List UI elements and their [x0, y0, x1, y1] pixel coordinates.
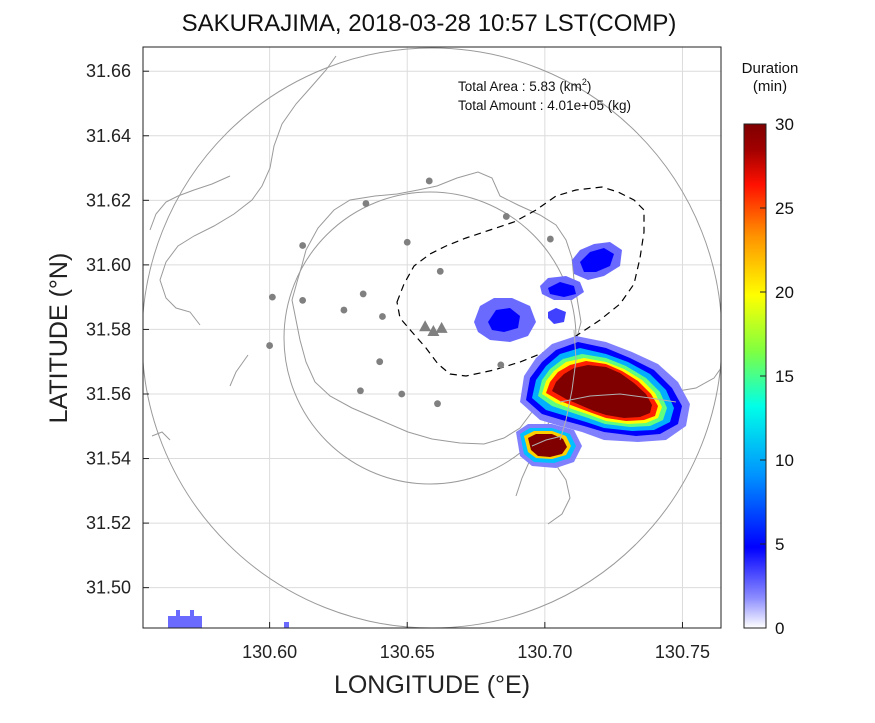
west-coast-fragment [151, 431, 171, 441]
restricted-zone-boundary [396, 186, 645, 377]
colorbar-tick-label: 30 [775, 115, 794, 134]
colorbar-ticks: 0 5 10 15 20 25 30 [760, 115, 794, 638]
station-marker [379, 313, 386, 320]
y-tick-label: 31.66 [86, 61, 131, 81]
x-tick-label: 130.60 [242, 642, 297, 662]
mainland-coast-west [159, 55, 337, 326]
overlay-coast-1 [559, 329, 577, 441]
east-patch-inner [548, 282, 576, 297]
total-area-annotation: Total Area : 5.83 (km2) [458, 77, 591, 94]
sw-corner-patch [168, 610, 202, 628]
vent-triangle [427, 325, 440, 337]
outer-range-circle [143, 47, 721, 628]
colorbar-tick-label: 25 [775, 199, 794, 218]
colorbar-tick-label: 5 [775, 535, 784, 554]
x-axis-label: LONGITUDE (°E) [334, 671, 530, 699]
station-marker [497, 361, 505, 369]
station-marker [340, 306, 348, 314]
y-tick-label: 31.60 [86, 255, 131, 275]
colorbar-tick-label: 20 [775, 283, 794, 302]
y-tick-label: 31.54 [86, 449, 131, 469]
duration-shading [168, 242, 690, 628]
plot-frame [142, 46, 722, 629]
station-marker [268, 293, 276, 301]
ne-patch-inner [580, 248, 614, 272]
plot-area [143, 47, 721, 628]
chart-title: SAKURAJIMA, 2018-03-28 10:57 LST(COMP) [182, 10, 677, 37]
station-marker [357, 387, 364, 395]
station-marker [362, 200, 370, 207]
coastlines [149, 55, 721, 525]
x-tick-label: 130.70 [517, 642, 572, 662]
station-marker [546, 235, 554, 243]
small-patch [548, 308, 566, 324]
total-amount-annotation: Total Amount : 4.01e+05 (kg) [458, 98, 631, 113]
x-tick-label: 130.75 [655, 642, 710, 662]
station-marker [502, 213, 510, 220]
station-marker [425, 177, 433, 185]
vent-triangle [419, 320, 432, 332]
station-marker [434, 400, 441, 408]
station-marker [436, 267, 444, 275]
mainland-coast-northwest [149, 175, 231, 231]
colorbar-tick-label: 15 [775, 367, 794, 386]
y-tick-label: 31.56 [86, 384, 131, 404]
overlay-lines [531, 329, 677, 447]
x-axis-ticks: 130.60 130.65 130.70 130.75 [242, 622, 710, 662]
gridlines [143, 47, 721, 628]
y-tick-label: 31.52 [86, 513, 131, 533]
colorbar-title-line1: Duration [742, 60, 799, 77]
map-layer [143, 47, 721, 628]
islet-coast [229, 354, 249, 387]
y-tick-label: 31.50 [86, 578, 131, 598]
station-marker [359, 290, 367, 298]
colorbar-tick-label: 10 [775, 451, 794, 470]
vent-markers [419, 320, 448, 337]
sakurajima-coast [291, 171, 582, 445]
y-tick-label: 31.64 [86, 126, 131, 146]
sw-small-patch [284, 622, 289, 628]
overlay-road-1 [559, 393, 677, 403]
station-marker [299, 242, 307, 249]
station-marker [266, 342, 274, 349]
y-tick-label: 31.62 [86, 190, 131, 210]
overlay-road-2 [531, 435, 563, 447]
station-marker [376, 358, 384, 366]
station-marker [398, 390, 406, 398]
y-axis-label: LATITUDE (°N) [45, 253, 73, 424]
station-marker [299, 296, 307, 304]
y-tick-label: 31.58 [86, 319, 131, 339]
duration-contour-30min [552, 365, 652, 418]
x-tick-label: 130.65 [380, 642, 435, 662]
station-markers [266, 177, 554, 408]
central-patch-inner [488, 308, 520, 332]
vent-triangle [435, 321, 448, 333]
colorbar-tick-label: 0 [775, 619, 784, 638]
south-plume-core [528, 434, 567, 457]
station-marker [403, 238, 411, 246]
y-axis-ticks: 31.50 31.52 31.54 31.56 31.58 31.60 31.62 31.64… [86, 61, 149, 598]
colorbar-title-line2: (min) [753, 78, 787, 95]
